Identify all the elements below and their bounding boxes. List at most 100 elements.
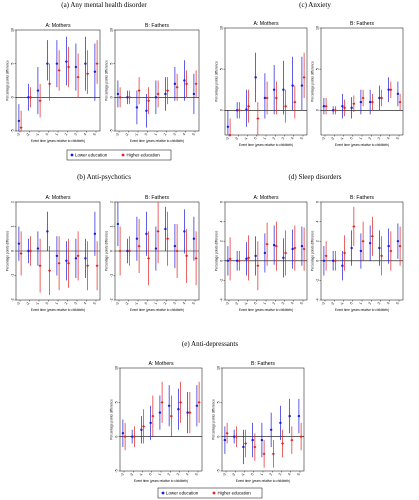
x-tick-label: 0 [253, 137, 257, 141]
y-tick-label: -2 [220, 279, 224, 282]
legend-lower-marker [161, 491, 165, 495]
higher-education-point [284, 251, 288, 255]
y-axis-label: Percentage points difference [212, 399, 216, 440]
higher-education-point [299, 435, 303, 439]
lower-education-point [297, 414, 301, 418]
higher-education-point [324, 254, 328, 258]
higher-education-point [370, 100, 374, 104]
higher-education-point [95, 62, 99, 66]
y-tick-label: 4 [316, 221, 320, 223]
lower-education-point [387, 88, 390, 91]
y-tick-label: 10 [220, 26, 224, 30]
x-tick-label: -1 [240, 473, 245, 478]
lower-education-point [84, 257, 87, 260]
higher-education-point [76, 75, 80, 79]
lower-education-point [235, 259, 239, 262]
lower-education-point [173, 244, 177, 248]
y-tick-label: 4 [220, 221, 224, 223]
lower-education-point [322, 104, 326, 108]
higher-education-point [118, 95, 122, 99]
lower-education-point [331, 109, 335, 112]
lower-education-point [186, 411, 189, 414]
lower-education-point [130, 435, 134, 438]
lower-education-point [226, 125, 230, 128]
x-tick-label: 4 [83, 302, 87, 306]
lower-education-point [341, 264, 344, 267]
lower-education-point [245, 108, 248, 111]
figure-panel-group: (a) Any mental health disorder A: Mothers… [6, 1, 200, 161]
higher-education-point [86, 72, 90, 76]
higher-education-point [38, 264, 42, 268]
subplot: A: Mothers 0 5 10 -3 -2 -1 0 1 2 3 4 5 Event time (ye… [215, 21, 308, 147]
lower-education-point [46, 62, 49, 65]
x-tick-label: 4 [182, 133, 186, 137]
higher-education-point [169, 414, 173, 418]
lower-education-point [396, 92, 400, 96]
lower-education-point [272, 243, 276, 247]
y-tick-label: 1 [11, 226, 15, 228]
lower-education-point [116, 92, 120, 96]
lower-education-point [55, 254, 59, 258]
higher-education-point [293, 246, 297, 250]
legend-higher-label: Higher education [218, 491, 252, 496]
higher-education-point [29, 249, 33, 253]
subplot: A: Mothers -5 0 5 10 -3 -2 -1 0 1 2 3 4 5 Event time (… [6, 23, 101, 143]
legend-higher-marker [121, 153, 125, 157]
lower-education-point [232, 435, 236, 438]
higher-education-point [302, 247, 306, 251]
lower-education-point [177, 408, 180, 411]
subplot-title: A: Mothers [45, 195, 70, 201]
lower-education-point [36, 89, 40, 92]
x-tick-label: -3 [16, 133, 21, 138]
x-tick-label: 2 [269, 473, 273, 477]
y-tick-label: -5 [110, 129, 114, 132]
subplot-title: A: Mothers [253, 195, 278, 201]
lower-education-point [272, 88, 276, 91]
x-axis-label: Event time (years relative to childbirth… [31, 308, 85, 312]
lower-education-point [341, 104, 344, 108]
lower-education-point [126, 96, 129, 99]
lower-education-point [263, 96, 267, 100]
higher-education-point [95, 264, 99, 268]
x-tick-label: 4 [386, 137, 390, 141]
lower-education-point [164, 227, 167, 231]
subplot: B: Fathers -4 -2 0 2 4 6 -3 -2 -1 0 1 2 3 4 5 Event time… [311, 195, 404, 312]
x-tick-label: 1 [259, 473, 263, 477]
x-tick-label: -3 [120, 473, 125, 478]
higher-education-point [380, 96, 384, 100]
higher-education-point [156, 92, 160, 96]
x-tick-label: -1 [138, 473, 143, 478]
x-tick-label: 3 [278, 473, 282, 477]
x-tick-label: 4 [290, 137, 294, 141]
x-axis-label: Event time (years relative to childbirth… [335, 308, 389, 312]
higher-education-point [253, 445, 257, 449]
y-tick-label: 6 [220, 201, 224, 203]
x-tick-label: -2 [129, 473, 134, 478]
x-tick-label: 4 [290, 302, 294, 306]
subplot: B: Fathers -5 0 5 10 -3 -2 -1 0 1 2 3 4 5 Event time (… [212, 361, 305, 483]
x-tick-label: 4 [83, 133, 87, 137]
lower-education-point [192, 92, 196, 96]
lower-education-point [282, 88, 285, 91]
higher-education-point [247, 256, 251, 260]
lower-education-point [279, 421, 282, 425]
x-tick-label: 2 [64, 133, 68, 137]
higher-education-point [137, 89, 141, 93]
y-tick-label: 0 [217, 436, 221, 438]
x-tick-label: 2 [163, 133, 167, 137]
x-axis-label: Event time (years relative to childbirth… [130, 308, 184, 312]
higher-education-point [156, 229, 160, 233]
higher-education-point [29, 95, 33, 99]
higher-education-point [151, 414, 155, 418]
lower-education-point [291, 247, 294, 251]
x-tick-label: -2 [124, 302, 129, 307]
x-tick-label: -3 [16, 302, 21, 307]
lower-education-point [154, 96, 158, 99]
x-tick-label: 5 [92, 133, 96, 137]
x-axis-label: Event time (years relative to childbirth… [236, 479, 290, 483]
lower-education-point [300, 244, 304, 248]
higher-education-point [128, 95, 132, 99]
subplot: A: Mothers -4 -2 0 2 4 6 -3 -2 -1 0 1 2 3 4 5 Event time… [215, 195, 308, 312]
lower-education-point [245, 257, 248, 261]
